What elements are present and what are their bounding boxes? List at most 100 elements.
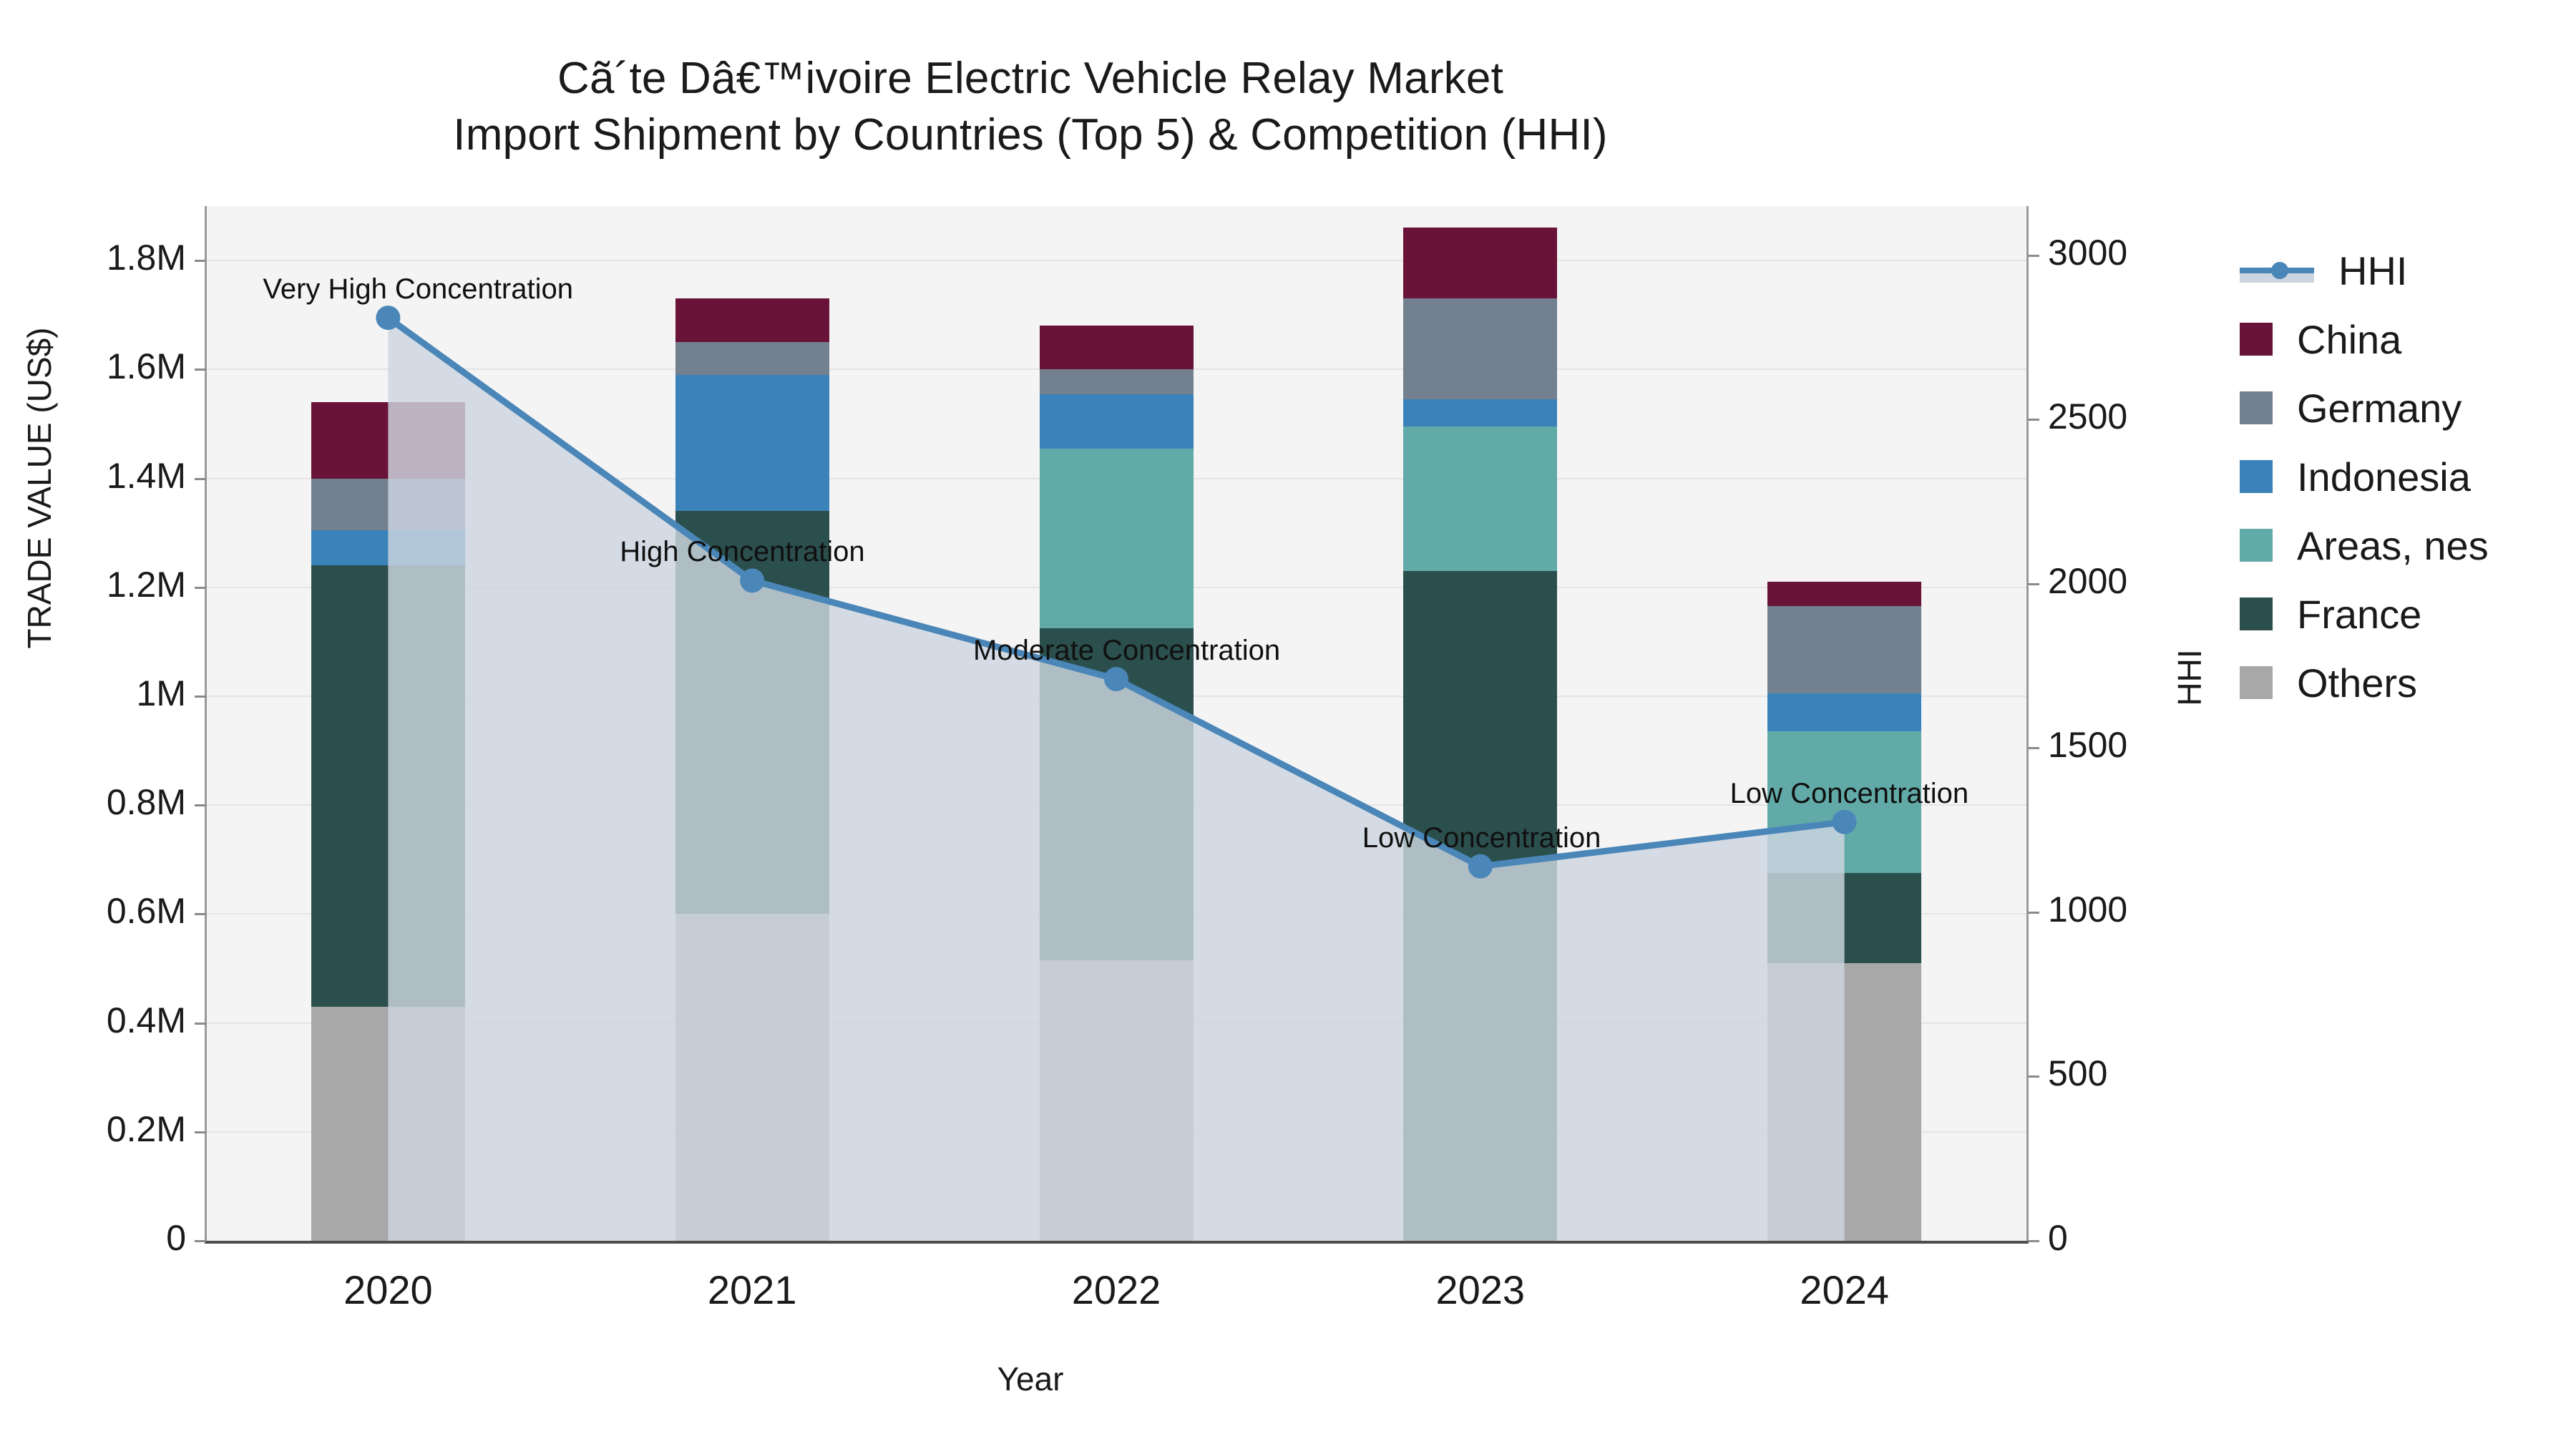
y-axis-left bbox=[205, 206, 207, 1243]
legend-item-china[interactable]: China bbox=[2240, 305, 2489, 374]
y-axis-right-tick-label: 0 bbox=[2048, 1218, 2068, 1258]
y-axis-left-title: TRADE VALUE (US$) bbox=[21, 327, 58, 649]
y-axis-left-tick-label: 1.4M bbox=[106, 455, 186, 496]
bar-segment-others[interactable] bbox=[1039, 960, 1194, 1241]
y-axis-left-tick-label: 1M bbox=[136, 673, 186, 713]
bar-segment-germany[interactable] bbox=[311, 478, 465, 530]
legend-item-others[interactable]: Others bbox=[2240, 648, 2489, 717]
x-axis bbox=[205, 1241, 2029, 1244]
x-axis-tick-label: 2024 bbox=[1800, 1267, 1889, 1312]
legend-item-germany[interactable]: Germany bbox=[2240, 374, 2489, 442]
bar-segment-areas-nes[interactable] bbox=[1403, 426, 1558, 571]
bar-segment-others[interactable] bbox=[675, 914, 829, 1241]
y-axis-right-tick-mark bbox=[2028, 1240, 2039, 1242]
legend-item-label: China bbox=[2297, 316, 2402, 362]
x-axis-tick-label: 2023 bbox=[1435, 1267, 1526, 1312]
legend-color-swatch bbox=[2240, 529, 2273, 562]
y-axis-right-title: HHI bbox=[2171, 649, 2208, 706]
bar-segment-france[interactable] bbox=[675, 511, 829, 914]
bar-segment-china[interactable] bbox=[311, 401, 465, 479]
bar-segment-indonesia[interactable] bbox=[1767, 693, 1922, 732]
y-axis-right-tick-label: 3000 bbox=[2048, 232, 2128, 273]
bar-segment-indonesia[interactable] bbox=[311, 530, 465, 566]
x-axis-title: Year bbox=[997, 1360, 1064, 1397]
legend-color-swatch bbox=[2240, 391, 2273, 424]
bar-segment-france[interactable] bbox=[1039, 628, 1194, 961]
legend-item-france[interactable]: France bbox=[2240, 580, 2489, 648]
legend: HHI China Germany Indonesia Areas, nes France… bbox=[2240, 236, 2489, 717]
y-axis-left-tick-mark bbox=[195, 260, 206, 263]
y-axis-left-tick-label: 0.4M bbox=[106, 1000, 186, 1040]
y-axis-left-tick-mark bbox=[195, 477, 206, 480]
bar-stack[interactable] bbox=[675, 206, 829, 1241]
bar-segment-germany[interactable] bbox=[1039, 369, 1194, 394]
bar-segment-indonesia[interactable] bbox=[1403, 399, 1558, 427]
bar-segment-china[interactable] bbox=[1767, 582, 1922, 607]
y-axis-right-tick-label: 500 bbox=[2048, 1053, 2108, 1094]
hhi-annotation: Low Concentration bbox=[1362, 821, 1601, 854]
legend-item-label: Others bbox=[2297, 660, 2418, 706]
y-axis-left-tick-label: 1.8M bbox=[106, 238, 186, 278]
y-axis-left-tick-mark bbox=[195, 1022, 206, 1025]
hhi-annotation: Moderate Concentration bbox=[973, 635, 1281, 667]
legend-item-label: France bbox=[2297, 591, 2422, 637]
hhi-annotation: Low Concentration bbox=[1729, 777, 1969, 809]
bar-segment-france[interactable] bbox=[1767, 873, 1922, 963]
bar-stack[interactable] bbox=[1767, 206, 1922, 1241]
y-axis-left-tick-label: 0 bbox=[166, 1218, 186, 1258]
bar-segment-germany[interactable] bbox=[675, 342, 829, 375]
y-axis-right-tick-mark bbox=[2028, 1075, 2039, 1078]
y-axis-left-tick-mark bbox=[195, 1240, 206, 1242]
y-axis-left-tick-mark bbox=[195, 586, 206, 589]
legend-color-swatch bbox=[2240, 460, 2273, 493]
hhi-annotation: Very High Concentration bbox=[263, 273, 573, 306]
y-axis-left-tick-mark bbox=[195, 1131, 206, 1133]
bar-segment-germany[interactable] bbox=[1403, 298, 1558, 400]
bar-segment-china[interactable] bbox=[1039, 326, 1194, 370]
bar-segment-areas-nes[interactable] bbox=[1039, 448, 1194, 628]
bar-segment-china[interactable] bbox=[675, 298, 829, 343]
legend-item-label: HHI bbox=[2338, 248, 2408, 293]
y-axis-right-tick-label: 2000 bbox=[2048, 560, 2128, 601]
x-axis-tick-label: 2022 bbox=[1071, 1267, 1161, 1312]
bar-segment-others[interactable] bbox=[311, 1006, 465, 1241]
gridline bbox=[206, 260, 2026, 262]
legend-item-label: Germany bbox=[2297, 385, 2462, 431]
legend-item-indonesia[interactable]: Indonesia bbox=[2240, 442, 2489, 511]
bar-segment-china[interactable] bbox=[1403, 228, 1558, 299]
legend-line-dot bbox=[2271, 262, 2288, 279]
x-axis-tick-label: 2021 bbox=[707, 1267, 797, 1312]
y-axis-right-tick-mark bbox=[2028, 911, 2039, 914]
bar-stack[interactable] bbox=[1403, 206, 1558, 1241]
y-axis-right-tick-label: 1000 bbox=[2048, 889, 2128, 930]
chart-title-line-1: Cã´te Dâ€™ivoire Electric Vehicle Relay … bbox=[557, 54, 1503, 103]
x-axis-tick-label: 2020 bbox=[343, 1267, 433, 1312]
bar-stack[interactable] bbox=[311, 206, 465, 1241]
y-axis-right-tick-mark bbox=[2028, 419, 2039, 421]
bar-segment-indonesia[interactable] bbox=[1039, 394, 1194, 449]
y-axis-left-tick-label: 0.6M bbox=[106, 891, 186, 932]
legend-item-hhi[interactable]: HHI bbox=[2240, 236, 2489, 305]
y-axis-left-tick-mark bbox=[195, 369, 206, 371]
chart-title-line-2: Import Shipment by Countries (Top 5) & C… bbox=[453, 110, 1608, 160]
bar-segment-indonesia[interactable] bbox=[675, 374, 829, 512]
legend-color-swatch bbox=[2240, 323, 2273, 356]
bar-segment-others[interactable] bbox=[1767, 962, 1922, 1241]
y-axis-left-tick-label: 0.8M bbox=[106, 782, 186, 823]
y-axis-right bbox=[2026, 206, 2029, 1243]
legend-item-areas-nes[interactable]: Areas, nes bbox=[2240, 511, 2489, 580]
legend-line-marker bbox=[2240, 254, 2314, 287]
bar-segment-france[interactable] bbox=[311, 565, 465, 1007]
legend-color-swatch bbox=[2240, 666, 2273, 699]
bar-segment-france[interactable] bbox=[1403, 570, 1558, 1241]
y-axis-left-tick-label: 1.2M bbox=[106, 564, 186, 605]
y-axis-left-tick-mark bbox=[195, 804, 206, 807]
legend-item-label: Areas, nes bbox=[2297, 522, 2489, 568]
plot-area: Very High Concentration High Concentratio… bbox=[206, 206, 2026, 1241]
y-axis-right-tick-label: 1500 bbox=[2048, 725, 2128, 766]
bar-segment-germany[interactable] bbox=[1767, 606, 1922, 694]
bar-stack[interactable] bbox=[1039, 206, 1194, 1241]
y-axis-right-tick-mark bbox=[2028, 747, 2039, 750]
y-axis-left-tick-label: 1.6M bbox=[106, 346, 186, 387]
